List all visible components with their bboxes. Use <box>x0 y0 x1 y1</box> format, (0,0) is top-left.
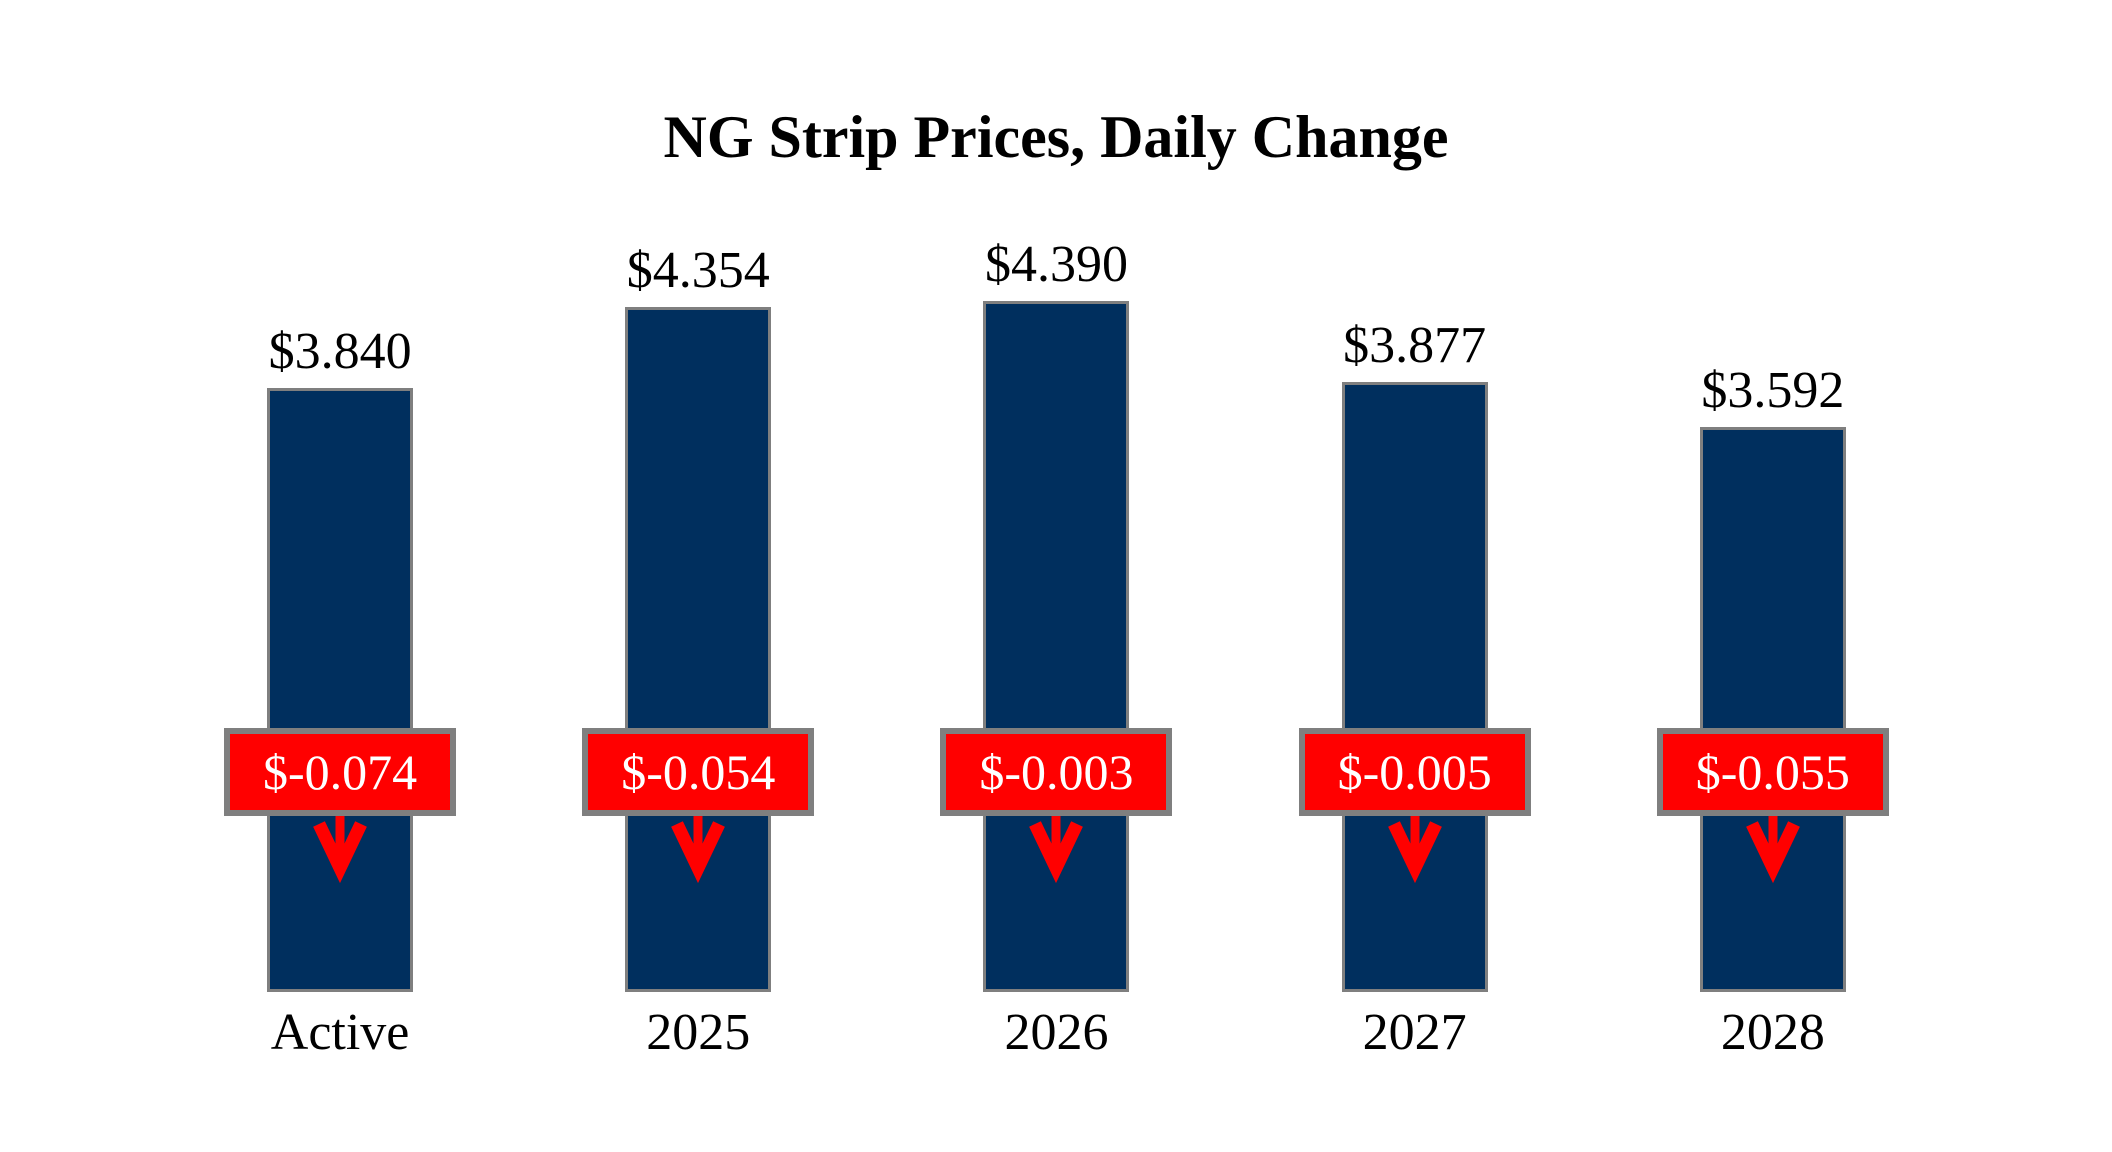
bar-group-2028: $3.592 $-0.055 <box>1594 220 1952 992</box>
category-label-active: Active <box>270 1004 410 1061</box>
plot-area: $3.840 $-0.074 $4.354 $-0.054 <box>161 220 1952 992</box>
bar <box>267 388 414 992</box>
daily-change-badge: $-0.055 <box>1656 728 1889 816</box>
daily-change-value: $-0.055 <box>1695 744 1850 800</box>
daily-change-badge: $-0.003 <box>940 728 1173 816</box>
category-label-2025: 2025 <box>646 1004 751 1061</box>
down-arrow-icon <box>1028 816 1084 884</box>
bar <box>983 301 1130 992</box>
down-arrow-icon <box>670 816 726 884</box>
down-arrow-icon <box>1745 816 1801 884</box>
category-axis: Active 2025 2026 2027 2028 <box>161 1004 1952 1061</box>
chart-title: NG Strip Prices, Daily Change <box>663 104 1449 170</box>
price-label: $3.592 <box>1701 362 1845 420</box>
daily-change-badge: $-0.054 <box>582 728 815 816</box>
price-label: $4.390 <box>984 236 1128 294</box>
down-arrow-icon <box>1387 816 1443 884</box>
price-label: $3.840 <box>268 323 412 381</box>
daily-change-value: $-0.005 <box>1337 744 1492 800</box>
bar-group-2025: $4.354 $-0.054 <box>519 220 877 992</box>
bar <box>1699 427 1846 992</box>
bar-group-active: $3.840 $-0.074 <box>161 220 519 992</box>
bar-group-2026: $4.390 $-0.003 <box>877 220 1235 992</box>
price-label: $4.354 <box>626 242 770 300</box>
category-label-2028: 2028 <box>1720 1004 1825 1061</box>
down-arrow-icon <box>312 816 368 884</box>
daily-change-badge: $-0.074 <box>224 728 457 816</box>
category-label-2026: 2026 <box>1004 1004 1109 1061</box>
daily-change-badge: $-0.005 <box>1298 728 1531 816</box>
daily-change-value: $-0.003 <box>979 744 1134 800</box>
bar-group-2027: $3.877 $-0.005 <box>1236 220 1594 992</box>
daily-change-value: $-0.074 <box>263 744 418 800</box>
daily-change-value: $-0.054 <box>621 744 776 800</box>
price-label: $3.877 <box>1343 317 1487 375</box>
bar <box>1341 382 1488 992</box>
bar <box>625 307 772 992</box>
category-label-2027: 2027 <box>1362 1004 1467 1061</box>
